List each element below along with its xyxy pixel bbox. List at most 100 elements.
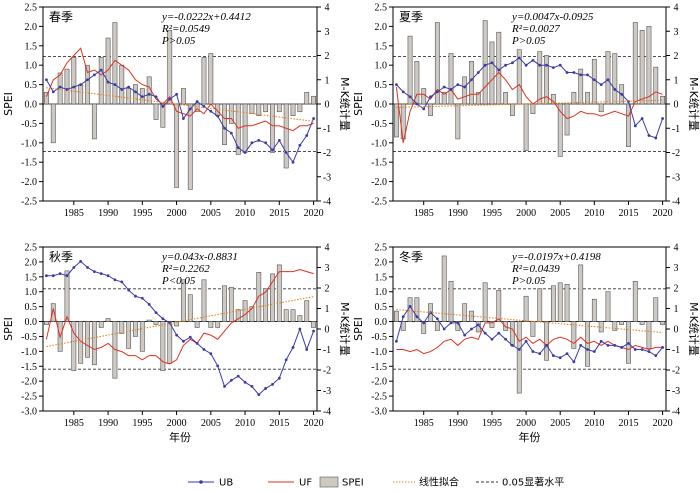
ub-point [395,339,398,343]
x-tick-label: 2020 [304,418,324,429]
spei-bar [167,321,173,364]
ub-point [661,346,664,349]
y-right-tick-label: 0 [325,325,330,336]
y-left-tick-label: -2.0 [371,177,387,188]
ub-point [257,393,261,396]
y-right-axis-title: M-K统计量 [687,77,700,131]
spei-bar [270,103,275,153]
ub-point [216,364,220,368]
spei-bar [523,103,529,151]
ub-point [497,68,501,72]
ub-point [154,95,158,99]
y-left-axis-title: SPEI [352,317,365,341]
y-left-tick-label: 1.0 [375,61,388,72]
ub-point [134,294,137,298]
ub-point [572,71,576,74]
ub-point [305,134,309,137]
y-left-tick-label: -2.5 [21,392,37,403]
x-tick-label: 2005 [550,418,570,429]
spei-bar [612,53,618,105]
y-left-tick-label: 1.0 [25,61,38,72]
y-right-axis-title: M-K统计量 [338,77,351,131]
ub-point [640,117,644,120]
y-right-tick-label: -4 [323,407,331,418]
spei-bar [167,29,173,105]
uf-line [45,268,314,365]
ub-point [45,274,48,278]
y-left-tick-label: 1.5 [375,41,388,52]
y-left-tick-label: 1.0 [375,287,388,298]
x-tick-label: 1995 [132,418,152,429]
spei-bar [441,92,447,105]
ub-point [633,124,637,128]
spei-bar [208,321,214,328]
ub-point [147,92,151,96]
spei-bar [311,95,316,105]
ub-point [271,148,274,152]
ub-point [120,88,124,91]
spei-bar [530,321,536,337]
ub-point [127,288,131,292]
spei-bar [571,321,577,349]
spei-bar [85,64,90,105]
spei-bar [510,321,515,346]
spei-bar [187,103,193,190]
y-left-tick-label: 2.5 [375,243,388,254]
spei-bar [187,294,193,322]
spei-bar [276,264,282,322]
spei-bar [544,55,549,105]
panel-4: 1985 1990 1995 2000 2005 2010 2015 2020 -3.0 -2.5… [352,243,700,445]
spei-bar [91,321,97,366]
panel-title: 夏季 [399,10,423,24]
spei-bar [421,88,427,105]
y-right-tick-label: 4 [325,3,330,14]
spei-bar [564,283,570,322]
legend-label: 0.05显著水平 [502,476,564,489]
ub-point [545,344,548,347]
spei-bar [393,103,399,138]
ub-point [511,61,514,65]
y-left-tick-label: 1.0 [25,287,38,298]
y-left-tick-label: 2.5 [375,3,388,14]
ub-point [613,88,617,91]
ub-point [470,327,473,331]
spei-bar [228,103,234,124]
x-tick-label: 1990 [448,208,468,219]
legend: UB UF SPEI 线性拟合 0.05显著水平 [188,476,564,489]
spei-bar [98,321,104,328]
y-right-axis-title: M-K统计量 [338,302,351,356]
ub-point [538,63,542,67]
spei-bar [503,321,509,331]
ub-point [483,331,487,335]
y-right-tick-label: 0 [674,325,679,336]
spei-bar [50,303,56,322]
ub-point [551,354,555,358]
spei-bar [71,57,77,105]
spei-bar [646,321,652,349]
ub-point [524,339,528,343]
ub-point [586,348,589,351]
ub-point [277,138,281,142]
panel-title: 秋季 [49,250,73,264]
ub-point [654,354,658,358]
ub-point [401,315,405,319]
x-tick-label: 2005 [550,208,570,219]
spei-bar [283,103,289,169]
y-left-tick-label: -0.5 [21,332,37,343]
ub-point [298,327,302,331]
x-tick-label: 1995 [482,418,502,429]
ub-point [79,259,83,263]
y-left-tick-label: 2.5 [25,243,38,254]
y-right-tick-label: -2 [323,148,331,159]
spei-bar [139,321,145,352]
ub-point [531,350,535,353]
y-left-axis-title: SPEI [2,317,15,341]
spei-bar [475,92,481,105]
spei-bar [235,103,241,155]
ub-point [188,107,192,111]
spei-bar [194,321,200,328]
spei-bar [434,22,440,105]
spei-bar [407,297,413,322]
y-left-axis-title: SPEI [352,92,365,116]
ub-point [565,352,569,355]
